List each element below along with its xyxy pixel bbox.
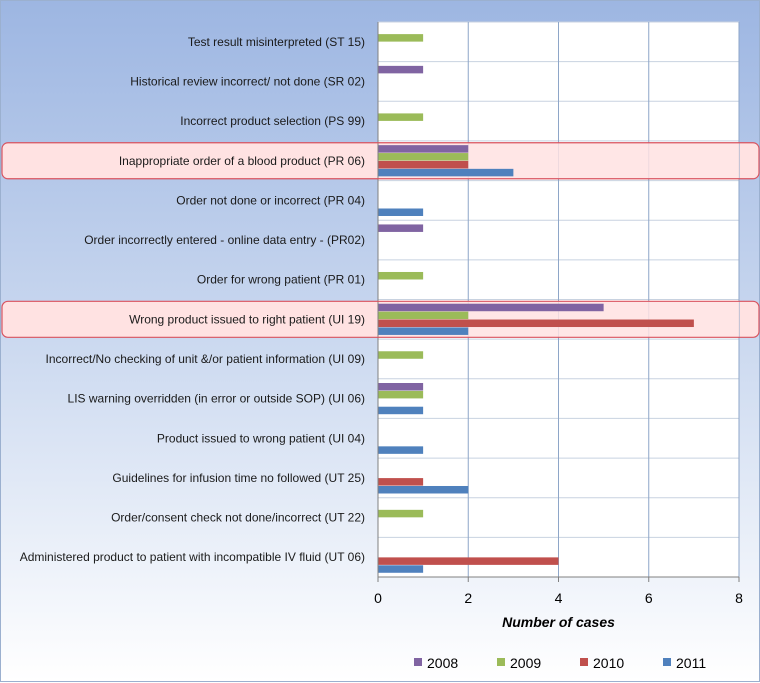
bar-2008 xyxy=(378,303,604,312)
bar-2009 xyxy=(378,153,469,161)
bar-2011 xyxy=(378,406,424,415)
category-label: Guidelines for infusion time no followed… xyxy=(112,471,365,485)
highlight-band-outline xyxy=(1,142,760,180)
bars xyxy=(378,34,694,573)
bar-2008 xyxy=(378,145,469,153)
legend-label-2008: 2008 xyxy=(427,655,458,671)
x-tick-label: 8 xyxy=(735,590,743,606)
legend: 2008 2009 2010 2011 xyxy=(414,655,706,671)
category-label: Product issued to wrong patient (UI 04) xyxy=(157,431,365,445)
category-label: Order/consent check not done/incorrect (… xyxy=(111,511,365,525)
bar-2008 xyxy=(378,224,424,232)
bar-2010 xyxy=(378,478,424,486)
category-label: LIS warning overridden (in error or outs… xyxy=(68,392,365,406)
category-label: Test result misinterpreted (ST 15) xyxy=(188,35,365,49)
highlight-band-outline xyxy=(1,300,760,338)
bar-2009 xyxy=(378,351,424,359)
bar-2011 xyxy=(378,168,514,177)
category-label: Order not done or incorrect (PR 04) xyxy=(176,193,365,207)
legend-swatch-2008 xyxy=(414,658,422,666)
legend-swatch-2009 xyxy=(497,658,505,666)
category-label: Order incorrectly entered - online data … xyxy=(84,233,365,247)
x-tick-label: 6 xyxy=(645,590,653,606)
category-label: Administered product to patient with inc… xyxy=(20,550,365,564)
legend-label-2009: 2009 xyxy=(510,655,541,671)
x-tick-label: 0 xyxy=(374,590,382,606)
legend-label-2010: 2010 xyxy=(593,655,624,671)
category-labels: Test result misinterpreted (ST 15) Histor… xyxy=(20,35,365,564)
bar-2009 xyxy=(378,34,424,42)
x-axis-title: Number of cases xyxy=(502,614,615,630)
category-label: Historical review incorrect/ not done (S… xyxy=(130,74,365,88)
x-tick-label: 2 xyxy=(464,590,472,606)
bar-2009 xyxy=(378,311,469,320)
bar-2009 xyxy=(378,113,424,121)
bar-2010 xyxy=(378,160,469,169)
bar-2009 xyxy=(378,390,424,399)
category-label: Order for wrong patient (PR 01) xyxy=(197,273,365,287)
bar-2008 xyxy=(378,383,424,391)
bar-2010 xyxy=(378,319,694,328)
category-label: Inappropriate order of a blood product (… xyxy=(119,154,365,168)
legend-swatch-2011 xyxy=(663,658,671,666)
bar-2008 xyxy=(378,65,424,74)
bar-2011 xyxy=(378,446,424,454)
x-axis: 0 2 4 6 8 xyxy=(374,22,743,606)
legend-label-2011: 2011 xyxy=(676,655,706,671)
category-label: Wrong product issued to right patient (U… xyxy=(129,312,365,326)
bar-2011 xyxy=(378,327,469,335)
bar-2009 xyxy=(378,271,424,280)
category-label: Incorrect/No checking of unit &/or patie… xyxy=(46,352,365,366)
legend-swatch-2010 xyxy=(580,658,588,666)
bar-2011 xyxy=(378,565,424,573)
bar-2011 xyxy=(378,208,424,216)
bar-2011 xyxy=(378,485,469,494)
bar-2009 xyxy=(378,509,424,518)
highlight-outline-layer xyxy=(1,142,760,338)
category-label: Incorrect product selection (PS 99) xyxy=(180,114,365,128)
x-tick-label: 4 xyxy=(555,590,563,606)
bar-2010 xyxy=(378,557,559,565)
